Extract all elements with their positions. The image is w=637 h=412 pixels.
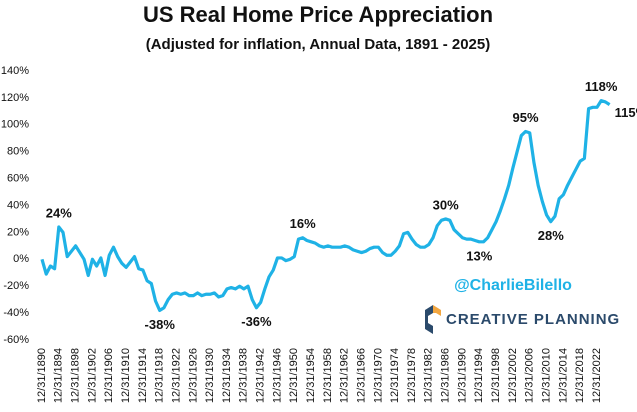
y-tick-label: 0% [13, 253, 29, 265]
x-tick-label: 12/31/1918 [154, 348, 166, 403]
y-tick-label: 80% [7, 146, 29, 158]
x-tick-label: 12/31/2006 [524, 348, 536, 403]
x-tick-label: 12/31/1990 [456, 348, 468, 403]
data-label: -36% [241, 314, 272, 329]
x-tick-label: 12/31/1942 [255, 348, 267, 403]
x-tick-label: 12/31/1974 [389, 348, 401, 403]
x-tick-label: 12/31/1946 [271, 348, 283, 403]
data-label: 28% [538, 228, 564, 243]
x-tick-label: 12/31/1898 [70, 348, 82, 403]
data-label: 115% [615, 105, 637, 120]
data-label: 30% [433, 197, 459, 212]
x-tick-label: 12/31/1994 [473, 348, 485, 403]
x-tick-label: 12/31/2022 [591, 348, 603, 403]
x-tick-label: 12/31/1978 [406, 348, 418, 403]
data-label: -38% [145, 317, 176, 332]
y-tick-label: -60% [3, 334, 29, 346]
x-tick-label: 12/31/1910 [120, 348, 132, 403]
data-label: 16% [290, 216, 316, 231]
data-line [40, 98, 611, 313]
x-tick-label: 12/31/2018 [574, 348, 586, 403]
y-tick-label: 140% [1, 65, 29, 77]
chart-subtitle: (Adjusted for inflation, Annual Data, 18… [146, 36, 491, 53]
x-tick-label: 12/31/1930 [204, 348, 216, 403]
x-tick-label: 12/31/1890 [36, 348, 48, 403]
data-label: 13% [466, 248, 492, 263]
chart-title: US Real Home Price Appreciation [143, 2, 493, 27]
x-tick-label: 12/31/1982 [423, 348, 435, 403]
y-tick-label: 40% [7, 199, 29, 211]
x-tick-label: 12/31/1906 [103, 348, 115, 403]
y-tick-label: 60% [7, 173, 29, 185]
x-tick-label: 12/31/1926 [187, 348, 199, 403]
y-tick-label: 120% [1, 92, 29, 104]
x-tick-label: 12/31/2010 [540, 348, 552, 403]
x-tick-label: 12/31/1922 [170, 348, 182, 403]
x-tick-label: 12/31/1970 [372, 348, 384, 403]
logo-icon [425, 305, 441, 334]
x-tick-label: 12/31/1914 [137, 348, 149, 403]
annotation: CREATIVE PLANNING [446, 311, 620, 328]
y-tick-label: -40% [3, 307, 29, 319]
y-tick-label: -20% [3, 280, 29, 292]
x-tick-label: 12/31/1962 [339, 348, 351, 403]
y-tick-label: 20% [7, 226, 29, 238]
x-tick-label: 12/31/1998 [490, 348, 502, 403]
x-tick-label: 12/31/1986 [440, 348, 452, 403]
x-tick-label: 12/31/1958 [322, 348, 334, 403]
x-tick-label: 12/31/2002 [507, 348, 519, 403]
data-label: 118% [585, 79, 618, 94]
x-tick-label: 12/31/1954 [305, 348, 317, 403]
x-tick-label: 12/31/1950 [288, 348, 300, 403]
data-label: 95% [513, 110, 539, 125]
x-tick-label: 12/31/1894 [53, 348, 65, 403]
x-tick-label: 12/31/1934 [221, 348, 233, 403]
x-tick-label: 12/31/2014 [557, 348, 569, 403]
x-tick-label: 12/31/1938 [238, 348, 250, 403]
x-tick-label: 12/31/1966 [355, 348, 367, 403]
x-tick-label: 12/31/1902 [86, 348, 98, 403]
data-label: 24% [46, 205, 72, 220]
y-tick-label: 100% [1, 119, 29, 131]
annotation: @CharlieBilello [454, 277, 572, 294]
